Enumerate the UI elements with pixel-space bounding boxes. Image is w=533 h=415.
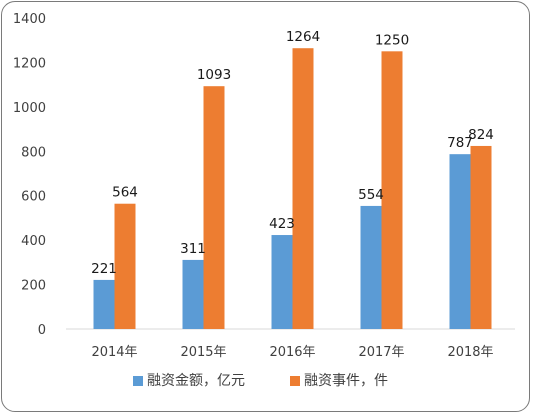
bar-series-1-1 [182,259,204,329]
y-tick-label: 600 [21,190,46,205]
data-label-series-1-3: 554 [358,187,384,203]
bar-series-2-2 [292,48,314,330]
y-tick-label: 0 [38,323,46,338]
x-tick-label: 2015年 [180,345,226,360]
bar-series-1-0 [93,279,115,329]
data-label-series-2-3: 1250 [375,32,409,48]
legend-label-series-1: 融资金额，亿元 [147,373,245,389]
bar-series-2-3 [381,51,403,329]
legend-swatch-series-1 [133,376,143,386]
legend-swatch-series-2 [290,376,300,386]
bar-series-1-4 [449,154,471,329]
bar-series-2-1 [203,86,225,329]
x-tick-label: 2017年 [358,345,404,360]
bar-series-2-4 [470,145,492,329]
data-label-series-1-1: 311 [180,241,206,257]
x-axis-ticks: 2014年 2015年 2016年 2017年 2018年 [91,345,493,360]
data-label-series-2-4: 824 [468,127,494,143]
bars-layer [93,48,492,330]
data-label-series-2-1: 1093 [197,67,231,83]
bar-series-1-3 [360,205,382,329]
x-tick-label: 2018年 [447,345,493,360]
legend: 融资金额，亿元 融资事件，件 [133,373,388,389]
data-label-series-1-0: 221 [91,261,117,277]
x-tick-label: 2016年 [269,345,315,360]
y-tick-label: 800 [21,145,46,160]
y-tick-label: 1400 [13,12,46,27]
x-tick-label: 2014年 [91,345,137,360]
data-label-series-2-2: 1264 [286,29,320,45]
bar-series-2-0 [114,203,136,329]
data-label-series-1-4: 787 [447,135,473,151]
bar-series-1-2 [271,235,293,329]
y-tick-label: 200 [21,279,46,294]
y-tick-label: 400 [21,234,46,249]
data-label-series-2-0: 564 [112,185,138,201]
y-tick-label: 1000 [13,101,46,116]
y-tick-label: 1200 [13,56,46,71]
data-label-series-1-2: 423 [269,216,295,232]
legend-label-series-2: 融资事件，件 [304,373,388,389]
y-axis-ticks: 0 200 400 600 800 1000 1200 1400 [13,12,46,338]
